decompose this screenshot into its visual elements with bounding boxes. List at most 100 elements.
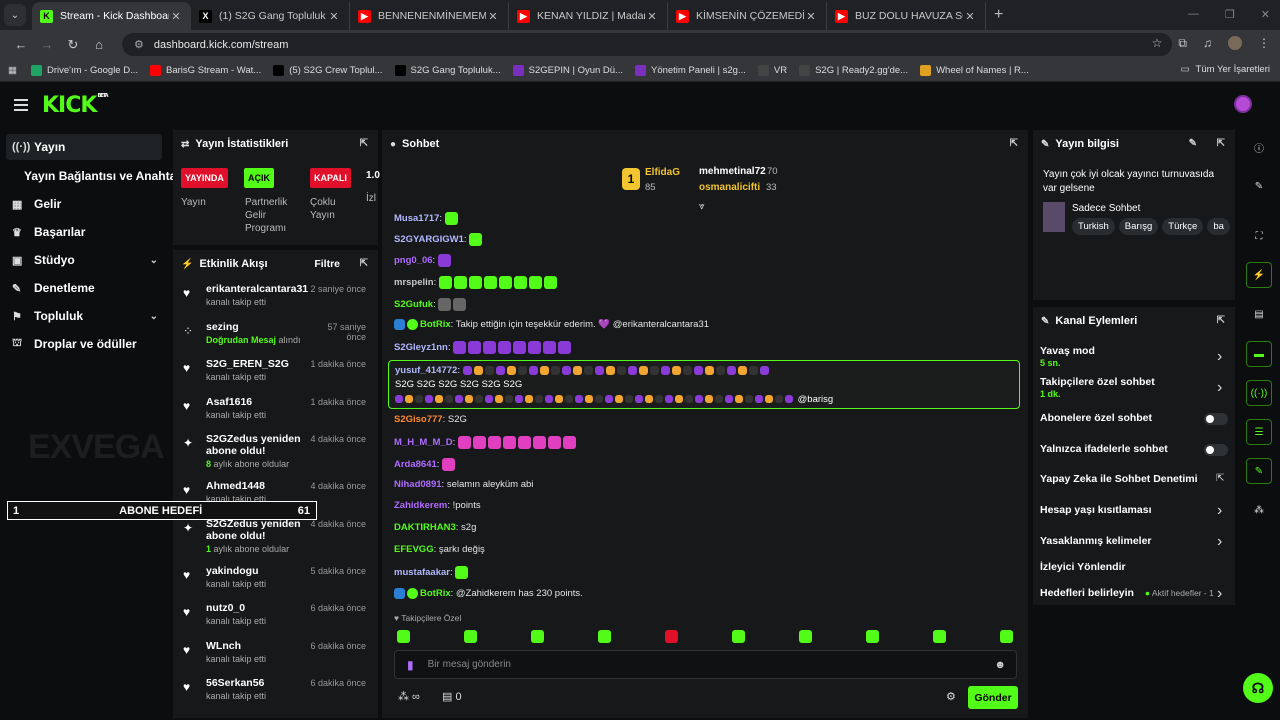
chat-username[interactable]: S2Giso777	[394, 414, 443, 425]
follower-emote[interactable]	[531, 630, 544, 643]
event-name[interactable]: WLnch	[206, 639, 241, 652]
browser-tab[interactable]: ▶ KİMSENİN ÇÖZEMEDİĞİ TARİH✕	[668, 2, 827, 30]
sidebar-item-basarilar[interactable]: ♛ Başarılar	[0, 218, 170, 246]
emoji-icon[interactable]: ☻	[994, 658, 1006, 671]
browser-tab[interactable]: ▶ BENNENENMİNEMEMİMOMAN✕	[350, 2, 509, 30]
menu-hamburger-icon[interactable]	[14, 99, 28, 111]
chevron-right-icon[interactable]: ›	[1217, 533, 1223, 550]
mic-icon[interactable]: ▮	[407, 657, 414, 672]
follower-emote[interactable]	[933, 630, 946, 643]
close-tab-icon[interactable]: ✕	[806, 10, 816, 23]
follower-emote[interactable]	[397, 630, 410, 643]
follower-emote[interactable]	[464, 630, 477, 643]
chat-username[interactable]: EFEVGG	[394, 544, 434, 555]
sidebar-item-studyo[interactable]: ▣ Stüdyo ⌄	[0, 246, 170, 274]
wrench-icon[interactable]: ✎	[1246, 458, 1272, 484]
follower-emote[interactable]	[598, 630, 611, 643]
chat-input[interactable]: ▮ Bir mesaj gönderin ☻	[394, 650, 1017, 679]
star-icon[interactable]: ☆	[1151, 36, 1163, 50]
highlighted-message[interactable]: yusuf_414772: S2G S2G S2G S2G S2G S2G @b…	[388, 360, 1020, 409]
bookmark[interactable]: (5) S2G Crew Toplul...	[273, 64, 383, 76]
sidebar-item-gelir[interactable]: ▦ Gelir	[0, 190, 170, 218]
chat-username[interactable]: M_H_M_M_D	[394, 437, 453, 449]
lightning-icon[interactable]: ⚡	[1246, 262, 1272, 288]
chat-username[interactable]: Musa1717	[394, 213, 440, 225]
chevron-right-icon[interactable]: ›	[1217, 348, 1223, 365]
event-name[interactable]: nutz0_0	[206, 602, 246, 614]
chat-username[interactable]: DAKTIRHAN3	[394, 522, 456, 533]
toggle-switch[interactable]	[1204, 444, 1228, 456]
tab-search-icon[interactable]: ⌄	[4, 4, 26, 26]
tag-chip[interactable]: Türkçe	[1162, 218, 1204, 235]
sidebar-item-yayin[interactable]: ((·)) Yayın	[6, 134, 162, 160]
bookmark[interactable]: Yönetim Paneli | s2g...	[634, 64, 746, 76]
extensions-icon[interactable]: ⧉	[1178, 36, 1187, 50]
popout-icon[interactable]: ⇱	[1009, 138, 1018, 149]
tag-chip[interactable]: ba	[1207, 218, 1230, 235]
clipboard-icon[interactable]: ▤	[1254, 308, 1264, 320]
follower-emote[interactable]	[866, 630, 879, 643]
bookmark[interactable]: S2GEPIN | Oyun Dü...	[512, 64, 623, 76]
kick-logo[interactable]: KICKBETA	[42, 93, 109, 118]
browser-tab[interactable]: K Stream - Kick Dashboard ✕	[32, 2, 191, 30]
chevron-right-icon[interactable]: ›	[1217, 379, 1223, 396]
minimize-icon[interactable]: —	[1187, 8, 1199, 20]
gifter-name[interactable]: osmanalicifti	[699, 182, 761, 193]
close-tab-icon[interactable]: ✕	[965, 10, 975, 23]
close-window-icon[interactable]: ✕	[1260, 9, 1270, 21]
infinity-icon[interactable]: ⁂ ∞	[398, 691, 420, 703]
maximize-icon[interactable]: ❐	[1224, 9, 1235, 21]
channel-action-row[interactable]: Hedefleri belirleyin ● Aktif hedefler - …	[1040, 587, 1214, 599]
bookmark[interactable]: Drive'ım - Google D...	[30, 64, 138, 76]
home-icon[interactable]: ⌂	[95, 37, 103, 52]
chat-username[interactable]: BotRix	[420, 588, 451, 600]
reload-icon[interactable]: ↻	[67, 36, 79, 52]
follower-emote[interactable]	[665, 630, 678, 643]
list-icon[interactable]: ☰	[1246, 419, 1272, 445]
forward-icon[interactable]: →	[40, 37, 54, 52]
bookmark[interactable]: S2G Gang Topluluk...	[394, 64, 501, 76]
chat-username[interactable]: mustafaakar	[394, 567, 450, 579]
sidebar-item-stream-key[interactable]: Yayın Bağlantısı ve Anahtarı	[0, 162, 184, 190]
browser-tab[interactable]: ▶ KENAN YILDIZ | Madara Olduk✕	[509, 2, 668, 30]
browser-tab[interactable]: ▶ BUZ DOLU HAVUZA SON DÜŞE✕	[827, 2, 986, 30]
toggle-switch[interactable]	[1204, 413, 1228, 425]
event-name[interactable]: sezing	[206, 320, 239, 333]
all-bookmarks[interactable]: ▭ Tüm Yer İşaretleri	[1181, 64, 1270, 75]
channel-action-row[interactable]: Yavaş mod 5 sn.	[1040, 345, 1095, 368]
external-link-icon[interactable]: ⇱	[1216, 473, 1225, 484]
sidebar-item-droplar[interactable]: ⛫ Droplar ve ödüller	[0, 330, 170, 358]
close-tab-icon[interactable]: ✕	[329, 10, 339, 23]
popout-icon[interactable]: ⇱	[359, 138, 368, 149]
chevron-right-icon[interactable]: ›	[1217, 502, 1223, 519]
channel-action-row[interactable]: İzleyici Yönlendir	[1040, 561, 1126, 573]
bookmark[interactable]: S2G | Ready2.gg'de...	[799, 64, 908, 76]
chevron-down-icon[interactable]: ⩔	[699, 201, 705, 212]
channel-action-row[interactable]: Yapay Zeka ile Sohbet Denetimi	[1040, 473, 1198, 485]
filter-button[interactable]: Filtre	[314, 258, 340, 270]
channel-action-row[interactable]: Hesap yaşı kısıtlaması	[1040, 504, 1152, 516]
gifter-name[interactable]: ElfidaG	[645, 167, 681, 178]
crop-icon[interactable]: ⛶	[1255, 230, 1263, 242]
follower-emote[interactable]	[732, 630, 745, 643]
follower-emote[interactable]	[1000, 630, 1013, 643]
new-tab-button[interactable]: +	[994, 6, 1004, 23]
info-icon[interactable]: ⓘ	[1254, 143, 1264, 155]
chevron-right-icon[interactable]: ›	[1217, 585, 1223, 602]
event-name[interactable]: Asaf1616	[206, 395, 253, 408]
gifter-name[interactable]: mehmetinal72	[699, 166, 766, 177]
sidebar-item-denetleme[interactable]: ✎ Denetleme	[0, 274, 170, 302]
tag-chip[interactable]: Barışg	[1118, 218, 1159, 235]
event-name[interactable]: S2G_EREN_S2G	[206, 358, 289, 370]
event-name[interactable]: S2GZedus yeniden abone oldu!	[206, 517, 301, 542]
chat-username[interactable]: Arda8641	[394, 459, 437, 471]
close-tab-icon[interactable]: ✕	[647, 10, 657, 23]
category-name[interactable]: Sadece Sohbet	[1072, 203, 1141, 214]
chat-bubble-icon[interactable]: ▬	[1246, 341, 1272, 367]
follower-emote[interactable]	[799, 630, 812, 643]
community-icon[interactable]: ⁂	[1254, 504, 1264, 516]
apps-icon[interactable]: ▦	[8, 64, 17, 76]
chat-username[interactable]: Nihad0891	[394, 479, 442, 490]
chat-username[interactable]: mrspelin	[394, 277, 434, 289]
sidebar-item-topluluk[interactable]: ⚑ Topluluk ⌄	[0, 302, 170, 330]
